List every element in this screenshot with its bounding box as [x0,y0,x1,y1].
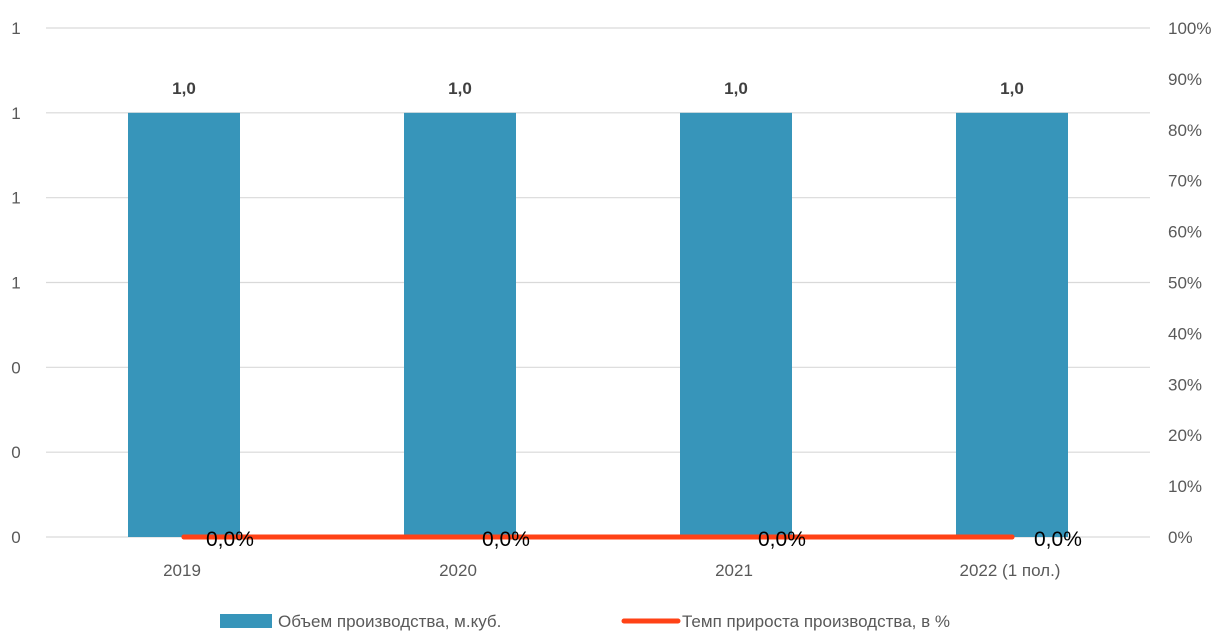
category-labels: 2019 2020 2021 2022 (1 пол.) [163,561,1060,580]
data-labels: 1,0 1,0 1,0 1,0 0,0% 0,0% 0,0% 0,0% [172,79,1082,551]
left-tick-label: 0 [11,443,20,462]
left-tick-label: 1 [11,19,20,38]
category-label: 2022 (1 пол.) [960,561,1061,580]
right-tick-label: 20% [1168,426,1202,445]
right-tick-label: 50% [1168,274,1202,293]
left-tick-label: 1 [11,189,20,208]
right-tick-label: 0% [1168,528,1193,547]
category-label: 2021 [715,561,753,580]
right-tick-label: 60% [1168,223,1202,242]
bar-value-label: 1,0 [724,79,748,98]
bar-series [128,112,1068,537]
line-point [1009,534,1015,540]
left-tick-label: 0 [11,528,20,547]
legend-bar-label: Объем производства, м.куб. [278,612,501,631]
bar-value-label: 1,0 [448,79,472,98]
right-tick-label: 40% [1168,324,1202,343]
line-value-label: 0,0% [758,528,806,551]
bar [404,112,516,537]
right-tick-label: 10% [1168,477,1202,496]
legend-line-label: Темп прироста производства, в % [682,612,950,631]
right-axis-ticks: 0% 10% 20% 30% 40% 50% 60% 70% 80% 90% 100% [1168,19,1211,547]
left-tick-label: 0 [11,358,20,377]
bar [956,112,1068,537]
bar-value-label: 1,0 [172,79,196,98]
category-label: 2019 [163,561,201,580]
line-value-label: 0,0% [206,528,254,551]
left-tick-label: 1 [11,274,20,293]
right-tick-label: 70% [1168,172,1202,191]
line-value-label: 0,0% [1034,528,1082,551]
line-series [181,534,1015,540]
category-label: 2020 [439,561,477,580]
bar [680,112,792,537]
right-tick-label: 90% [1168,70,1202,89]
legend-bar-swatch [220,614,272,628]
line-point [733,534,739,540]
right-tick-label: 30% [1168,375,1202,394]
line-point [181,534,187,540]
legend: Объем производства, м.куб. Темп прироста… [220,612,950,631]
line-point [457,534,463,540]
line-value-label: 0,0% [482,528,530,551]
right-tick-label: 100% [1168,19,1211,38]
bar-value-label: 1,0 [1000,79,1024,98]
bar [128,112,240,537]
left-axis-ticks: 0 0 0 1 1 1 1 [11,19,20,547]
right-tick-label: 80% [1168,121,1202,140]
left-tick-label: 1 [11,104,20,123]
